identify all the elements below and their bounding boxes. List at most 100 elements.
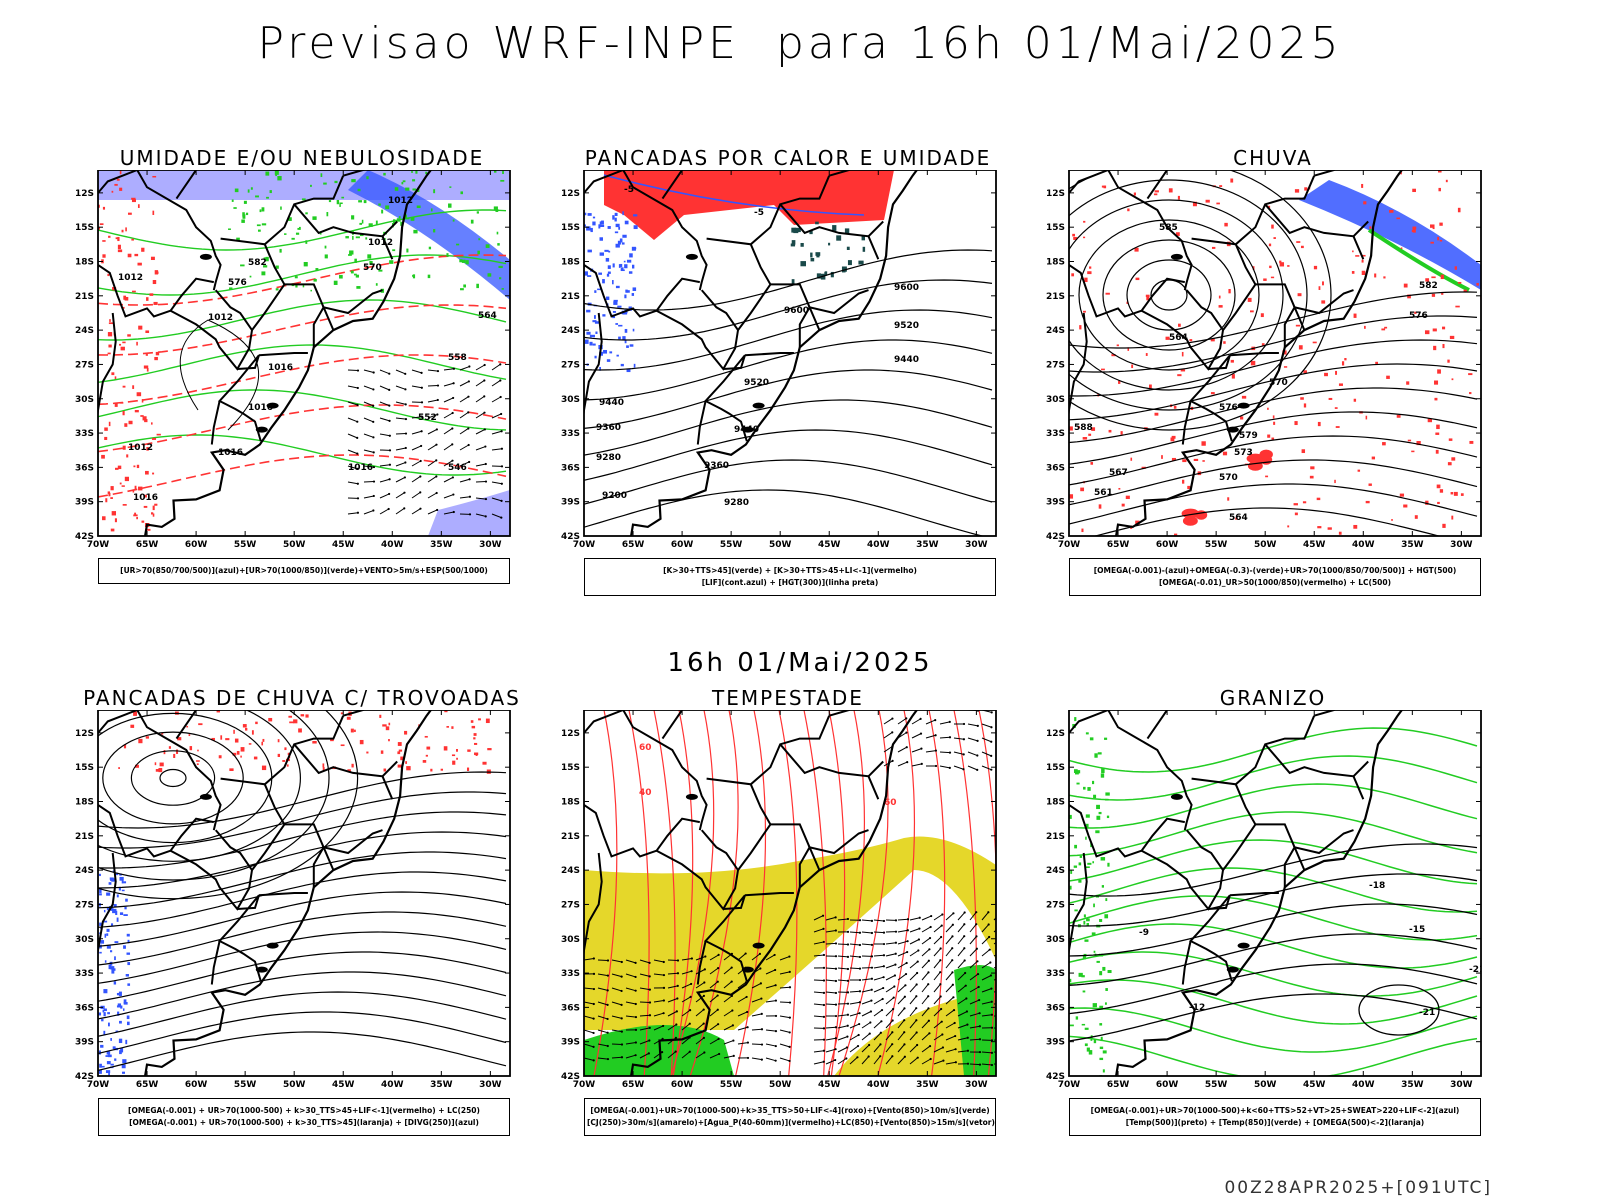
panel-title: GRANIZO bbox=[1219, 686, 1327, 710]
lon-tick-label: 35W bbox=[1401, 1080, 1424, 1090]
lon-tick-label: 30W bbox=[965, 540, 988, 550]
lon-tick-label: 65W bbox=[136, 540, 159, 550]
lat-tick-label: 12S bbox=[1046, 189, 1065, 199]
lon-tick-label: 60W bbox=[671, 540, 694, 550]
map-panel-trovoadas: PANCADAS DE CHUVA C/ TROVOADAS 12S 15S 18S 2… bbox=[52, 686, 552, 1156]
lon-tick-label: 65W bbox=[622, 1080, 645, 1090]
lon-tick-label: 30W bbox=[965, 1080, 988, 1090]
legend-line: [K>30+TTS>45](verde) + [K>30+TTS>45+LI<-… bbox=[663, 566, 917, 575]
lat-tick-label: 30S bbox=[561, 395, 580, 405]
lat-tick-label: 24S bbox=[75, 866, 94, 876]
lon-tick-label: 55W bbox=[720, 540, 743, 550]
legend-line: [OMEGA(-0.001)+UR>70(1000-500)+k<60+TTS>… bbox=[1090, 1106, 1460, 1115]
contour-label: 9600 bbox=[784, 306, 809, 316]
contour-label: -21 bbox=[1469, 965, 1485, 975]
contour-label: 558 bbox=[448, 353, 467, 363]
lon-tick-label: 35W bbox=[430, 540, 453, 550]
lat-tick-label: 36S bbox=[561, 463, 580, 473]
contour-label: 1012 bbox=[118, 273, 143, 283]
lat-tick-label: 33S bbox=[75, 969, 94, 979]
lon-tick-label: 50W bbox=[283, 540, 306, 550]
lat-tick-label: 36S bbox=[561, 1003, 580, 1013]
contour-label: -9 bbox=[1139, 928, 1149, 938]
contour-label: 576 bbox=[228, 278, 247, 288]
lat-tick-label: 36S bbox=[75, 1003, 94, 1013]
lon-tick-label: 45W bbox=[818, 540, 841, 550]
lat-tick-label: 36S bbox=[1046, 1003, 1065, 1013]
contour-label: 1016 bbox=[218, 448, 243, 458]
lat-tick-label: 15S bbox=[561, 223, 580, 233]
map-panel-umidade: UMIDADE E/OU NEBULOSIDADE 1012 1016 1012 101… bbox=[52, 146, 552, 616]
lat-tick-label: 42S bbox=[75, 1072, 94, 1082]
lon-tick-label: 45W bbox=[1303, 1080, 1326, 1090]
lat-tick-label: 18S bbox=[561, 798, 580, 808]
lon-tick-label: 40W bbox=[381, 540, 404, 550]
legend-line: [OMEGA(-0.001)-(azul)+OMEGA(-0.3)-(verde… bbox=[1093, 566, 1457, 575]
contour-label: 567 bbox=[1109, 468, 1128, 478]
contour-label: 582 bbox=[248, 258, 267, 268]
map-frame bbox=[583, 710, 997, 1077]
lat-tick-label: 30S bbox=[1046, 395, 1065, 405]
lon-tick-label: 60W bbox=[185, 540, 208, 550]
lon-tick-label: 30W bbox=[479, 540, 502, 550]
contour-label: 564 bbox=[1229, 513, 1248, 523]
lat-tick-label: 39S bbox=[75, 498, 94, 508]
map-frame bbox=[97, 710, 511, 1077]
lon-tick-label: 35W bbox=[916, 540, 939, 550]
map-plot: 5825765705645615675735795855765705645881… bbox=[1046, 170, 1482, 550]
map-plot: 60 40 60 12S 15S 18S 21S 24S 27S 30S 33S 36S 39S 42S7… bbox=[561, 710, 997, 1090]
lon-tick-label: 40W bbox=[1352, 540, 1375, 550]
lat-tick-label: 36S bbox=[75, 463, 94, 473]
legend-line: [OMEGA(-0.01)_UR>50(1000/850)(vermelho) … bbox=[1158, 578, 1392, 587]
contour-label: 1012 bbox=[128, 443, 153, 453]
map-panel-granizo: GRANIZO -18 -15 -9 -21 -12 -21 12S 15S 18S 21S 24S 2… bbox=[1023, 686, 1523, 1156]
contour-label: 9280 bbox=[724, 498, 749, 508]
contour-label: 570 bbox=[1219, 473, 1238, 483]
lon-tick-label: 65W bbox=[1107, 540, 1130, 550]
lon-tick-label: 40W bbox=[1352, 1080, 1375, 1090]
lon-tick-label: 70W bbox=[573, 1080, 596, 1090]
lat-tick-label: 39S bbox=[1046, 498, 1065, 508]
map-layers bbox=[98, 710, 510, 1076]
contour-label: 1016 bbox=[248, 403, 273, 413]
lat-tick-label: 15S bbox=[1046, 223, 1065, 233]
lat-tick-label: 12S bbox=[75, 729, 94, 739]
lat-tick-label: 24S bbox=[1046, 866, 1065, 876]
panel-legend: [OMEGA(-0.001)-(azul)+OMEGA(-0.3)-(verde… bbox=[1069, 558, 1481, 596]
map-plot: -18 -15 -9 -21 -12 -21 12S 15S 18S 21S 24S 27S 30S 33… bbox=[1046, 710, 1485, 1090]
contour-label: 552 bbox=[418, 413, 437, 423]
lat-tick-label: 39S bbox=[1046, 1038, 1065, 1048]
lon-tick-label: 35W bbox=[1401, 540, 1424, 550]
lon-tick-label: 60W bbox=[1156, 540, 1179, 550]
lat-tick-label: 21S bbox=[1046, 832, 1065, 842]
map-layers: 9600 9520 9440 9600 9520 9440 9360 9280 9200 9280… bbox=[584, 170, 996, 536]
lon-tick-label: 35W bbox=[916, 1080, 939, 1090]
contour-label: 9280 bbox=[596, 453, 621, 463]
lon-tick-label: 50W bbox=[769, 540, 792, 550]
contour-label: 9200 bbox=[602, 491, 627, 501]
lat-tick-label: 24S bbox=[561, 866, 580, 876]
lon-tick-label: 65W bbox=[1107, 1080, 1130, 1090]
panel-legend: [K>30+TTS>45](verde) + [K>30+TTS>45+LI<-… bbox=[584, 558, 996, 596]
contour-label: -12 bbox=[1189, 1003, 1205, 1013]
lon-tick-label: 50W bbox=[769, 1080, 792, 1090]
lon-tick-label: 70W bbox=[87, 540, 110, 550]
contour-label: 570 bbox=[363, 263, 382, 273]
map-layers: 1012 1016 1012 1016 1012 1016 1012 1012 1016 1016… bbox=[98, 170, 510, 536]
lat-tick-label: 39S bbox=[75, 1038, 94, 1048]
lon-tick-label: 70W bbox=[573, 540, 596, 550]
lat-tick-label: 30S bbox=[75, 935, 94, 945]
lat-tick-label: 15S bbox=[561, 763, 580, 773]
contour-label: 546 bbox=[448, 463, 467, 473]
map-frame bbox=[583, 170, 997, 537]
lon-tick-label: 60W bbox=[1156, 1080, 1179, 1090]
lon-tick-label: 45W bbox=[332, 540, 355, 550]
lon-tick-label: 55W bbox=[1205, 1080, 1228, 1090]
lat-tick-label: 12S bbox=[75, 189, 94, 199]
contour-label: 40 bbox=[639, 788, 652, 798]
contour-label: 576 bbox=[1409, 311, 1428, 321]
lon-tick-label: 50W bbox=[283, 1080, 306, 1090]
